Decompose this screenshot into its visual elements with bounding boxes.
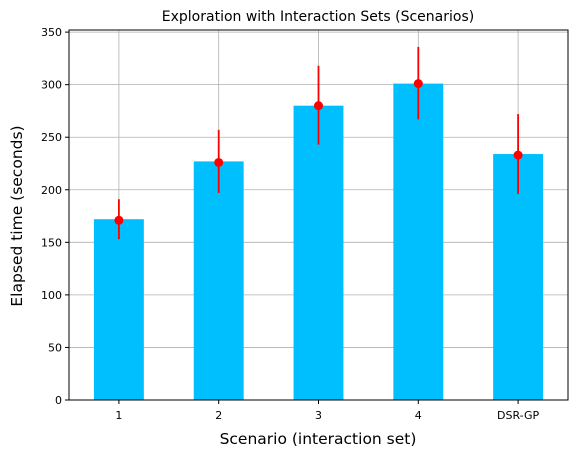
mean-point xyxy=(114,215,124,225)
x-tick-label: 2 xyxy=(215,409,222,422)
x-tick-label: 1 xyxy=(115,409,122,422)
y-tick-label: 100 xyxy=(41,289,62,302)
mean-point xyxy=(413,79,423,89)
y-tick-label: 150 xyxy=(41,236,62,249)
x-axis-label: Scenario (interaction set) xyxy=(220,430,417,448)
mean-point xyxy=(214,157,224,167)
bar xyxy=(193,161,244,400)
y-tick-label: 250 xyxy=(41,131,62,144)
bars xyxy=(93,83,544,400)
y-tick-label: 200 xyxy=(41,184,62,197)
y-tick-label: 0 xyxy=(55,394,62,407)
y-tick-label: 50 xyxy=(48,341,62,354)
mean-point xyxy=(513,150,523,160)
bar xyxy=(293,105,344,400)
bar xyxy=(93,219,144,400)
y-tick-label: 300 xyxy=(41,79,62,92)
bar xyxy=(493,154,544,400)
error-bars xyxy=(114,46,523,240)
axis-ticks: 1 2 3 4 DSR-GP 0 50 100 150 200 250 300 350 xyxy=(41,26,540,422)
chart-title: Exploration with Interaction Sets (Scena… xyxy=(162,9,474,25)
mean-point xyxy=(314,101,323,111)
y-axis-label: Elapsed time (seconds) xyxy=(8,125,26,306)
x-tick-label: DSR-GP xyxy=(497,409,540,422)
x-tick-label: 3 xyxy=(315,409,322,422)
x-tick-label: 4 xyxy=(415,409,422,422)
y-tick-label: 350 xyxy=(41,26,62,39)
bar xyxy=(393,83,444,400)
